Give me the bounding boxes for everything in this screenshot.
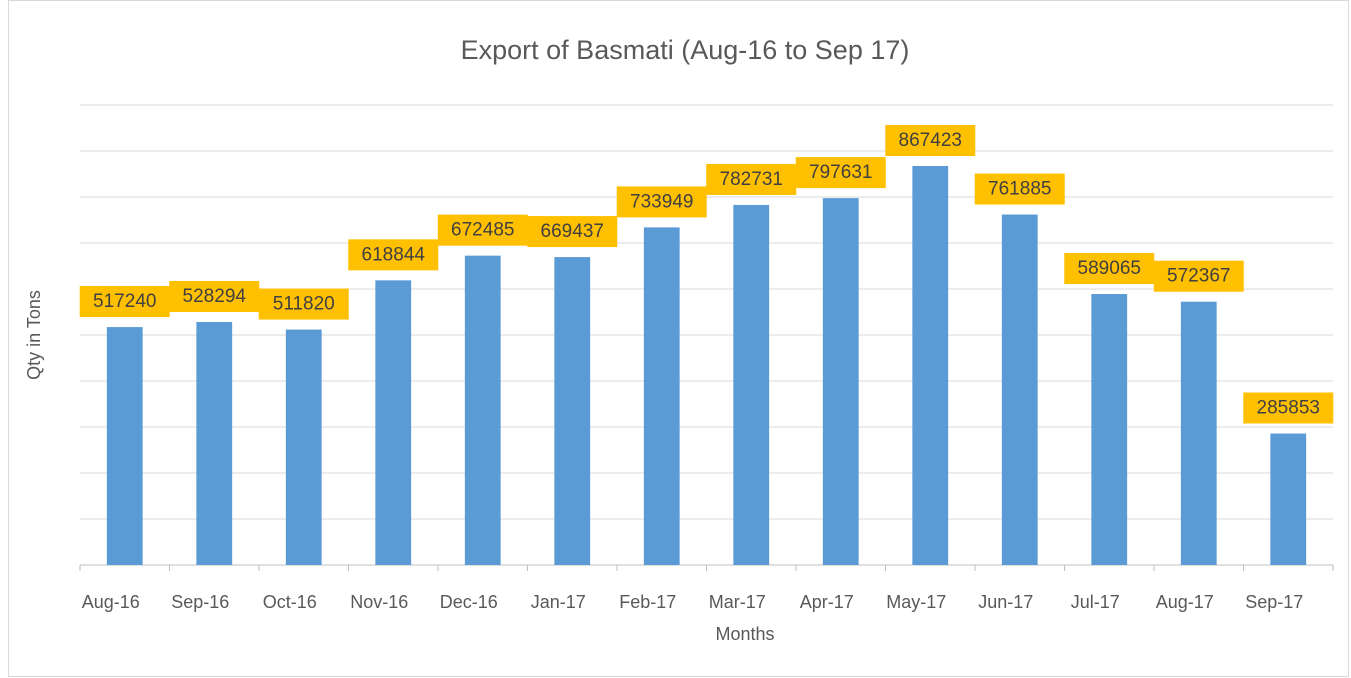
data-label: 672485: [451, 220, 514, 241]
x-tick-label: Sep-16: [171, 592, 229, 612]
x-tick-label: Aug-16: [82, 592, 140, 612]
x-tick-label: Jul-17: [1071, 592, 1120, 612]
data-label: 782731: [720, 169, 783, 190]
bar: [375, 280, 412, 565]
data-label: 733949: [630, 191, 693, 212]
bar: [285, 329, 322, 565]
x-tick-label: Mar-17: [709, 592, 766, 612]
data-label: 572367: [1167, 266, 1230, 287]
bar: [643, 227, 680, 565]
data-label: 528294: [183, 286, 247, 307]
bar: [1180, 301, 1217, 565]
y-axis-title: Qty in Tons: [24, 290, 44, 380]
x-tick-label: Oct-16: [263, 592, 317, 612]
x-tick-label: Jun-17: [978, 592, 1033, 612]
x-axis-title: Months: [715, 624, 774, 644]
bar: [822, 198, 859, 566]
data-label-box: [1153, 260, 1244, 292]
data-label-box: [1064, 253, 1155, 285]
bar: [464, 255, 501, 565]
data-label-box: [527, 216, 618, 248]
x-tick-label: Jan-17: [531, 592, 586, 612]
bar: [196, 321, 233, 565]
chart-title: Export of Basmati (Aug-16 to Sep 17): [461, 35, 910, 65]
data-label-box: [258, 288, 349, 320]
data-label-box: [795, 157, 886, 189]
bar: [912, 165, 949, 565]
data-label-box: [79, 286, 170, 318]
data-label: 761885: [988, 179, 1051, 200]
bar: [554, 257, 591, 565]
data-label: 867423: [899, 130, 962, 151]
bar: [1270, 433, 1307, 565]
data-label: 618844: [362, 244, 426, 265]
x-tick-label: Feb-17: [619, 592, 676, 612]
bar: [1091, 294, 1128, 565]
data-label: 797631: [809, 162, 872, 183]
x-tick-label: Sep-17: [1245, 592, 1303, 612]
x-tick-label: May-17: [886, 592, 946, 612]
x-tick-label: Dec-16: [440, 592, 498, 612]
bar: [733, 204, 770, 566]
data-label-box: [885, 124, 976, 156]
x-tick-label: Aug-17: [1156, 592, 1214, 612]
data-label-box: [437, 214, 528, 246]
bar: [1001, 214, 1038, 565]
data-label-box: [706, 163, 797, 195]
data-label-box: [169, 280, 260, 312]
data-label-box: [974, 173, 1065, 205]
data-label: 511820: [273, 294, 335, 315]
data-label-box: [616, 186, 707, 218]
bar: [106, 327, 143, 565]
data-label: 589065: [1078, 258, 1141, 279]
x-tick-label: Nov-16: [350, 592, 408, 612]
data-label: 669437: [541, 221, 604, 242]
data-label-box: [1243, 392, 1334, 424]
data-label-box: [348, 239, 439, 271]
data-label: 517240: [93, 291, 156, 312]
x-tick-label: Apr-17: [800, 592, 854, 612]
data-label: 285853: [1257, 398, 1320, 419]
